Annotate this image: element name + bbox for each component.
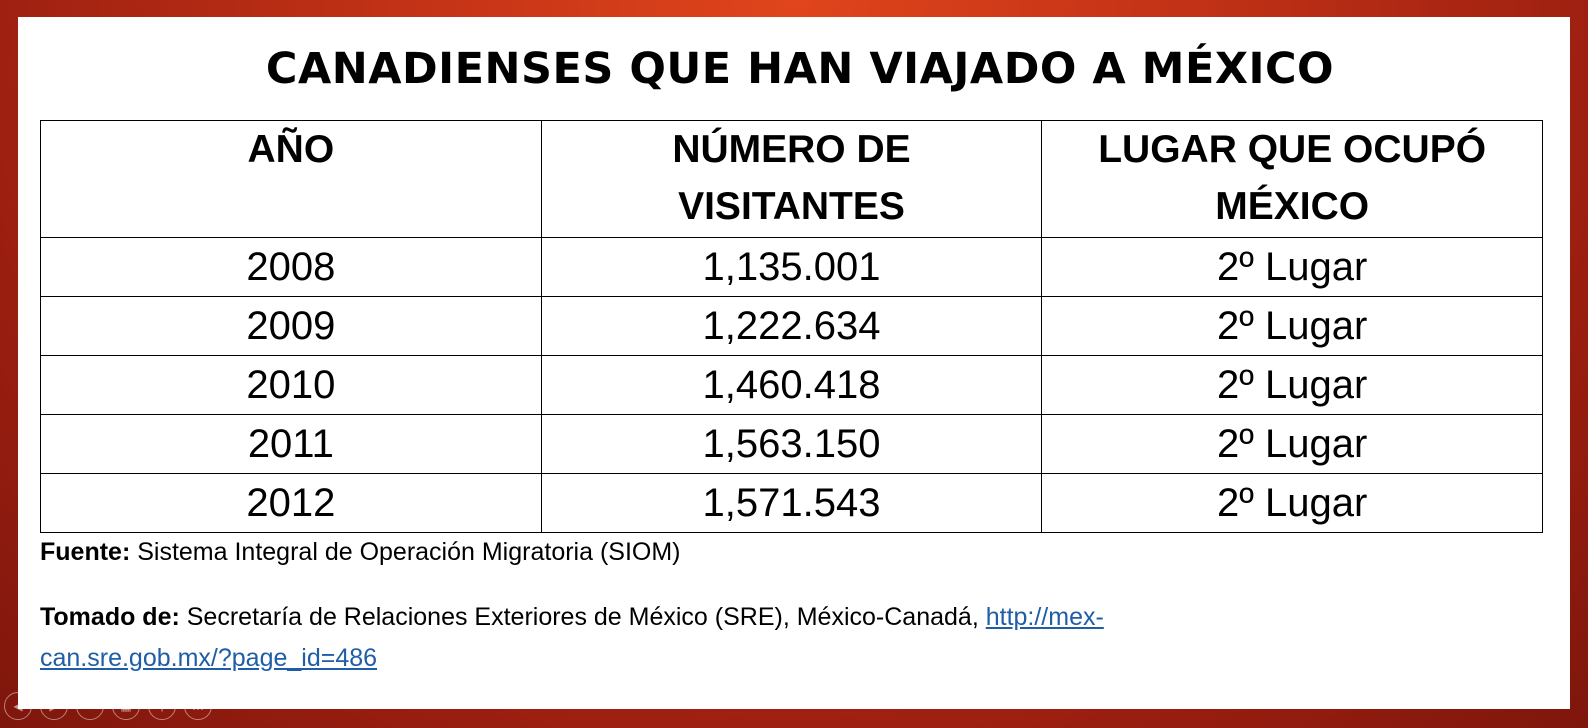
visitors-table: AÑO NÚMERO DE VISITANTES LUGAR QUE OCUPÓ… (40, 120, 1543, 533)
header-year: AÑO (40, 120, 542, 238)
pen-icon[interactable]: ✎ (76, 692, 104, 720)
cell-visitors: 1,135.001 (540, 237, 1043, 297)
cell-visitors: 1,571.543 (540, 473, 1043, 533)
source-text: Sistema Integral de Operación Migratoria… (130, 538, 681, 566)
cell-visitors: 1,222.634 (540, 296, 1043, 356)
cell-year: 2009 (40, 296, 542, 356)
cell-year: 2010 (40, 355, 542, 415)
taken-from-text: Secretaría de Relaciones Exteriores de M… (179, 603, 986, 631)
source-note: Fuente: Sistema Integral de Operación Mi… (40, 538, 681, 567)
source-link-part1[interactable]: http://mex- (985, 603, 1104, 631)
cell-visitors: 1,460.418 (540, 355, 1043, 415)
header-visitors-line2: VISITANTES (678, 185, 905, 228)
cell-year: 2008 (40, 237, 542, 297)
table-row: 2012 1,571.543 2º Lugar (40, 473, 1543, 533)
cell-rank: 2º Lugar (1041, 355, 1543, 415)
taken-from-label: Tomado de: (40, 603, 180, 631)
zoom-icon[interactable]: ⚲ (148, 692, 176, 720)
header-rank-line1: LUGAR QUE OCUPÓ (1098, 128, 1487, 171)
more-icon[interactable]: … (184, 692, 212, 720)
cell-visitors: 1,563.150 (540, 414, 1043, 474)
table-row: 2008 1,135.001 2º Lugar (40, 237, 1543, 297)
header-rank: LUGAR QUE OCUPÓ MÉXICO (1041, 120, 1543, 238)
source-link-part2[interactable]: can.sre.gob.mx/?page_id=486 (40, 644, 378, 672)
header-year-line1: AÑO (247, 128, 335, 171)
table-row: 2009 1,222.634 2º Lugar (40, 296, 1543, 356)
header-visitors-line1: NÚMERO DE (672, 128, 911, 171)
cell-rank: 2º Lugar (1041, 414, 1543, 474)
slides-icon[interactable]: ▦ (112, 692, 140, 720)
header-visitors: NÚMERO DE VISITANTES (540, 120, 1043, 238)
cell-year: 2012 (40, 473, 542, 533)
source-label: Fuente: (40, 538, 131, 566)
table-header-row: AÑO NÚMERO DE VISITANTES LUGAR QUE OCUPÓ… (40, 120, 1543, 238)
presentation-controls: ◀ ▶ ✎ ▦ ⚲ … (4, 692, 212, 722)
next-icon[interactable]: ▶ (40, 692, 68, 720)
cell-rank: 2º Lugar (1041, 237, 1543, 297)
slide: CANADIENSES QUE HAN VIAJADO A MÉXICO AÑO… (18, 17, 1570, 709)
taken-from-link-line: can.sre.gob.mx/?page_id=486 (40, 644, 377, 673)
taken-from-note: Tomado de: Secretaría de Relaciones Exte… (40, 603, 1104, 632)
previous-icon[interactable]: ◀ (4, 692, 32, 720)
table-row: 2011 1,563.150 2º Lugar (40, 414, 1543, 474)
slide-title: CANADIENSES QUE HAN VIAJADO A MÉXICO (265, 44, 1335, 94)
cell-rank: 2º Lugar (1041, 473, 1543, 533)
table-row: 2010 1,460.418 2º Lugar (40, 355, 1543, 415)
cell-year: 2011 (40, 414, 542, 474)
header-rank-line2: MÉXICO (1215, 185, 1370, 228)
cell-rank: 2º Lugar (1041, 296, 1543, 356)
